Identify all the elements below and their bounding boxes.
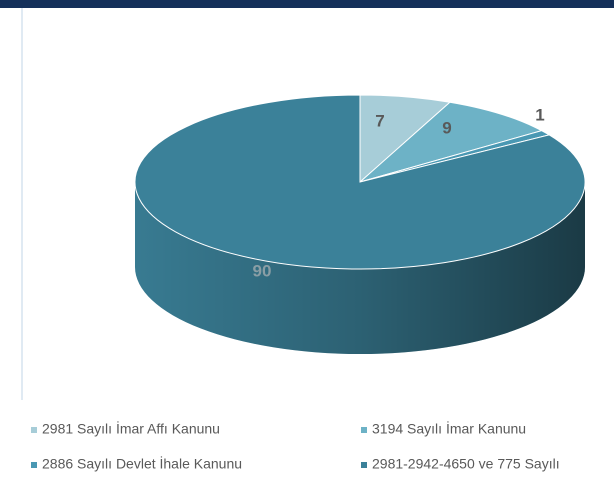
- legend-swatch: [361, 462, 367, 468]
- legend-swatch: [31, 462, 37, 468]
- legend-label: 2981-2942-4650 ve 775 Sayılı: [372, 456, 560, 472]
- pie-top: [134, 94, 586, 270]
- data-label: 90: [253, 261, 272, 280]
- slice: [134, 94, 586, 270]
- pie-side: [135, 182, 585, 354]
- slice-side-shade: [135, 182, 585, 354]
- legend-label: 2886 Sayılı Devlet İhale Kanunu: [42, 455, 242, 472]
- slice: [359, 101, 543, 183]
- data-labels: 7 9 1 90: [253, 105, 545, 280]
- data-label: 7: [375, 111, 384, 130]
- data-label: 9: [442, 118, 451, 137]
- legend-label: 3194 Sayılı İmar Kanunu: [372, 420, 526, 437]
- data-label: 1: [535, 105, 544, 124]
- legend: 2981 Sayılı İmar Affı Kanunu 3194 Sayılı …: [31, 420, 560, 472]
- legend-swatch: [31, 427, 37, 433]
- header-bar: [0, 0, 614, 8]
- legend-swatch: [361, 427, 367, 433]
- legend-label: 2981 Sayılı İmar Affı Kanunu: [42, 420, 220, 437]
